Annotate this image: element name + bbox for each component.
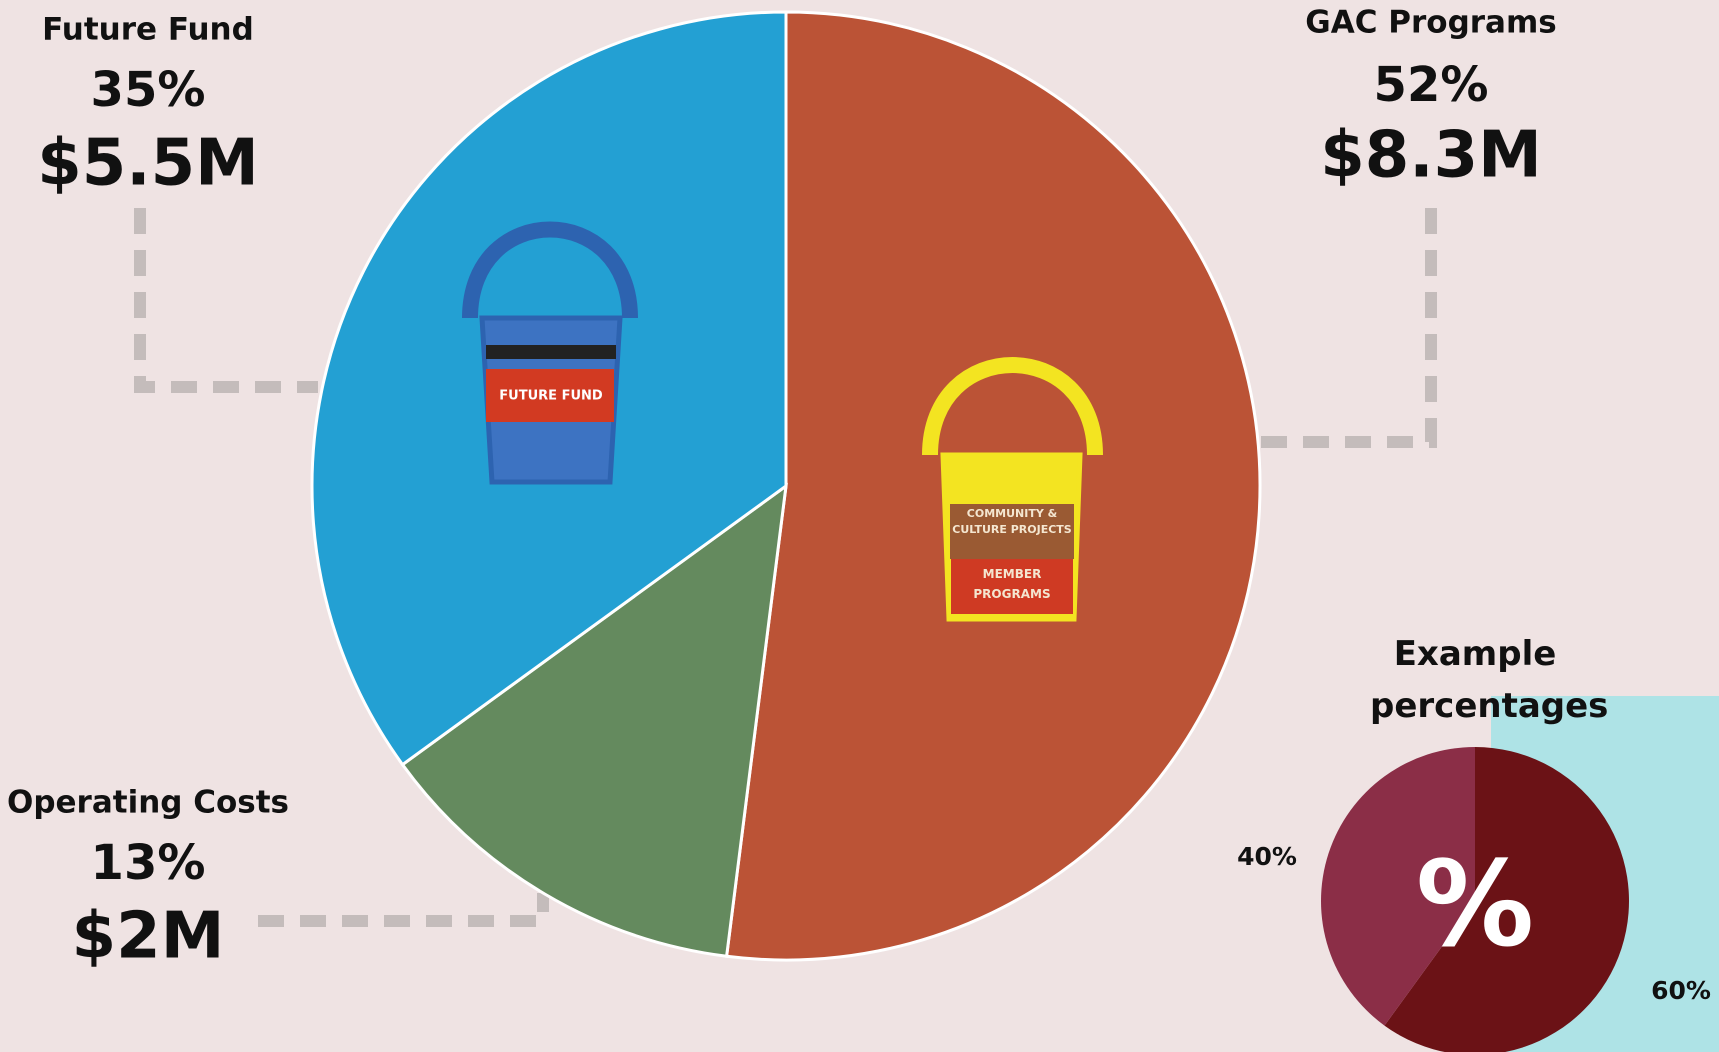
category-label: Future Fund xyxy=(42,12,254,48)
bucket-handle xyxy=(922,357,1103,456)
value-label: 60% xyxy=(1651,976,1711,1005)
bucket-label-box: MEMBER PROGRAMS xyxy=(973,567,1051,601)
center-label: % xyxy=(1416,835,1534,973)
bucket-label: COMMUNITY & CULTURE PROJECTS xyxy=(952,507,1072,536)
pie-slice xyxy=(1384,747,1629,1052)
bucket-label: FUTURE FUND xyxy=(499,389,603,404)
bucket-band xyxy=(950,504,1074,559)
category-label: Operating Costs xyxy=(7,785,289,821)
amount-label: $5.5M xyxy=(37,127,259,201)
bucket-band xyxy=(951,559,1073,614)
pie-slice xyxy=(400,482,788,958)
value-label: 35% xyxy=(91,62,206,118)
bucket-band xyxy=(486,369,614,422)
amount-label: $2M xyxy=(72,900,225,974)
category-label: GAC Programs xyxy=(1305,5,1556,41)
pie-slice xyxy=(1321,747,1475,1026)
amount-label: $8.3M xyxy=(1320,119,1542,193)
future-bucket: FUTURE FUND xyxy=(462,221,638,485)
connector xyxy=(258,893,549,927)
connector xyxy=(1261,208,1437,448)
value-label: 13% xyxy=(91,835,206,891)
bucket-logo xyxy=(486,345,616,359)
chart-title: Example percentages xyxy=(1370,634,1609,726)
bucket-label-box: COMMUNITY & CULTURE PROJECTS xyxy=(952,507,1072,536)
connector xyxy=(134,208,318,393)
bucket-handle xyxy=(462,221,638,319)
bucket-label: MEMBER PROGRAMS xyxy=(973,567,1051,601)
value-label: 52% xyxy=(1374,57,1489,113)
value-label: 40% xyxy=(1237,842,1297,871)
gac-bucket: COMMUNITY & CULTURE PROJECTS MEMBER PROG… xyxy=(922,357,1103,622)
